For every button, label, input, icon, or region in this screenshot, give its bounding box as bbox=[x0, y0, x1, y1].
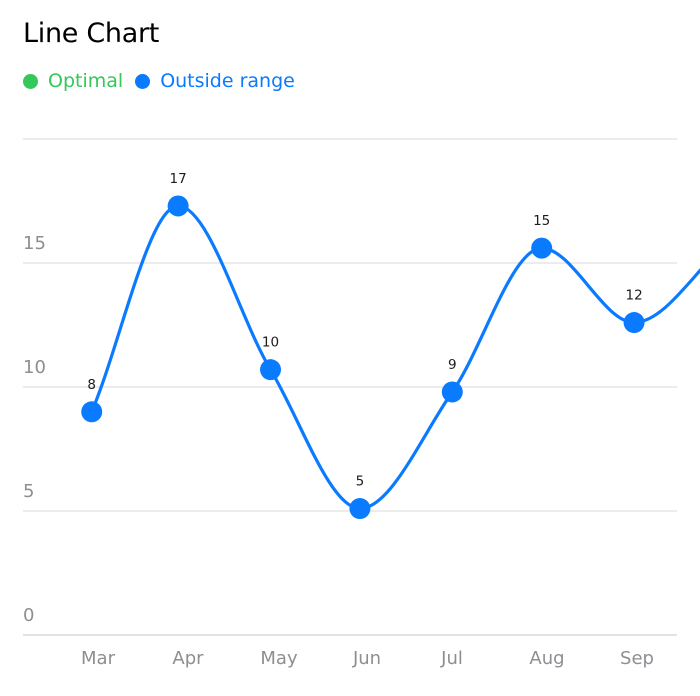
data-label: 8 bbox=[87, 377, 96, 393]
y-tick-label: 5 bbox=[23, 481, 34, 502]
series-line bbox=[90, 204, 700, 511]
x-axis-ticks: Mar Apr May Jun Jul Aug Sep bbox=[81, 648, 654, 669]
legend-label-outside-range: Outside range bbox=[160, 70, 295, 92]
y-tick-label: 15 bbox=[23, 233, 46, 254]
x-tick-label: Sep bbox=[620, 648, 654, 669]
data-point[interactable] bbox=[167, 195, 189, 217]
y-tick-label: 0 bbox=[23, 605, 34, 626]
x-tick-label: Jul bbox=[440, 648, 463, 669]
data-point[interactable] bbox=[623, 312, 645, 334]
data-point[interactable] bbox=[81, 401, 103, 423]
x-tick-label: Jun bbox=[352, 648, 381, 669]
chart-title: Line Chart bbox=[23, 18, 160, 49]
data-label: 12 bbox=[625, 288, 642, 304]
x-tick-label: Mar bbox=[81, 648, 116, 669]
x-tick-label: May bbox=[260, 648, 298, 669]
legend-dot-outside-range bbox=[135, 73, 151, 89]
points-layer bbox=[81, 195, 645, 520]
legend-item-outside-range[interactable]: Outside range bbox=[135, 70, 295, 92]
data-labels-layer: 8171059151215 bbox=[87, 171, 642, 490]
y-axis-ticks: 0 5 10 15 bbox=[23, 233, 46, 626]
data-label: 17 bbox=[170, 171, 187, 187]
grid-layer bbox=[23, 138, 677, 636]
data-point[interactable] bbox=[531, 237, 553, 259]
data-point[interactable] bbox=[441, 381, 463, 403]
data-label: 10 bbox=[262, 335, 279, 351]
x-tick-label: Aug bbox=[529, 648, 564, 669]
data-label: 5 bbox=[356, 474, 365, 490]
x-tick-label: Apr bbox=[172, 648, 204, 669]
y-tick-label: 10 bbox=[23, 357, 46, 378]
legend-label-optimal: Optimal bbox=[48, 70, 124, 92]
legend-dot-optimal bbox=[23, 73, 38, 89]
legend: Optimal Outside range bbox=[23, 70, 307, 92]
data-label: 15 bbox=[533, 213, 550, 229]
data-label: 9 bbox=[448, 357, 457, 373]
data-point[interactable] bbox=[260, 359, 282, 381]
data-point[interactable] bbox=[349, 498, 371, 520]
legend-item-optimal[interactable]: Optimal bbox=[23, 70, 123, 92]
series-layer bbox=[90, 204, 700, 511]
